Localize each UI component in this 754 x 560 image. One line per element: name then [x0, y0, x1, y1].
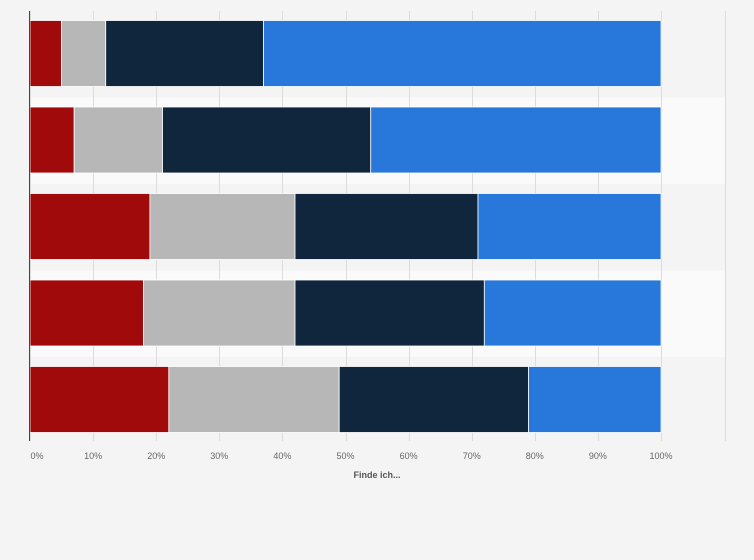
bar-segment[interactable] [61, 20, 107, 87]
bar-segment[interactable] [162, 106, 372, 174]
bar-segment[interactable] [149, 193, 296, 260]
x-tick-label: 70% [463, 451, 481, 461]
bar-segment[interactable] [73, 106, 163, 174]
x-tick-label: 30% [210, 451, 228, 461]
x-tick-label: 20% [147, 451, 165, 461]
bar-segment[interactable] [294, 193, 479, 260]
bar-segment[interactable] [477, 193, 662, 260]
x-tick-label: 100% [649, 451, 672, 461]
bar-segment[interactable] [263, 20, 662, 87]
bar-segment[interactable] [483, 279, 662, 347]
x-tick-label: 50% [336, 451, 354, 461]
x-tick-label: 90% [589, 451, 607, 461]
bar-segment[interactable] [29, 106, 75, 174]
bar-segment[interactable] [105, 20, 264, 87]
x-tick-label: 0% [30, 451, 43, 461]
bar-segment[interactable] [528, 366, 662, 433]
x-tick-label: 60% [400, 451, 418, 461]
bar-segment[interactable] [143, 279, 296, 347]
bar-segment[interactable] [294, 279, 485, 347]
bar-segment[interactable] [29, 193, 151, 260]
x-axis-title: Finde ich... [353, 470, 400, 480]
x-tick-label: 40% [273, 451, 291, 461]
x-tick-label: 10% [84, 451, 102, 461]
bar-segment[interactable] [29, 366, 170, 433]
x-axis-ticks: 0% 10% 20% 30% 40% 50% 60% 70% 80% 90% 100% [30, 451, 672, 461]
x-tick-label: 80% [526, 451, 544, 461]
bar-segment[interactable] [168, 366, 340, 433]
bar-segment[interactable] [338, 366, 529, 433]
bar-segment[interactable] [29, 20, 62, 87]
bar-segment[interactable] [29, 279, 144, 347]
bar-segment[interactable] [370, 106, 662, 174]
bar-series [29, 20, 662, 433]
